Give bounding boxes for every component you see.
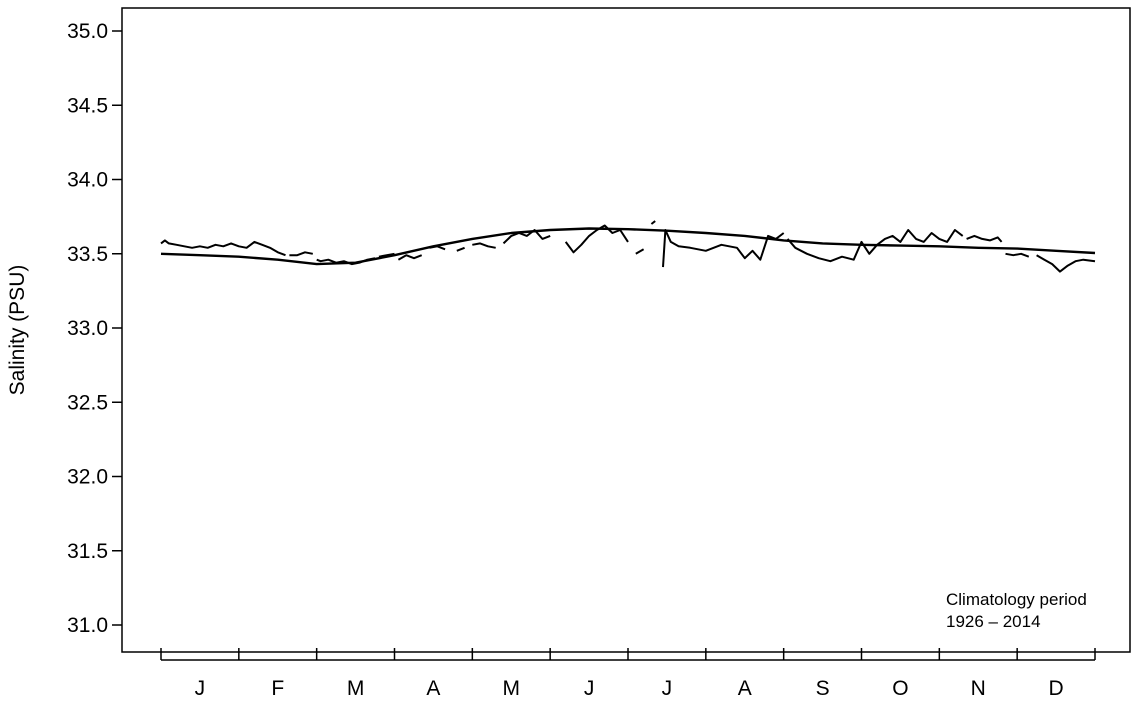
daily-salinity-segment [472, 242, 496, 249]
daily-salinity-segment [1005, 252, 1030, 258]
daily-salinity-segment [662, 229, 785, 268]
month-label: N [971, 677, 986, 700]
y-tick-label: 34.5 [67, 94, 108, 117]
y-tick-label: 35.0 [67, 20, 108, 43]
daily-salinity-segment [378, 252, 395, 258]
y-axis-label: Salinity (PSU) [6, 265, 29, 396]
daily-salinity-segment [966, 234, 1003, 243]
month-label: S [816, 677, 830, 700]
month-label: A [738, 677, 752, 700]
climatology-period-label: Climatology period [946, 590, 1087, 609]
daily-salinity-segment [635, 248, 645, 255]
y-tick-label: 33.5 [67, 243, 108, 266]
climatology-curve [160, 227, 1096, 266]
daily-salinity-segment [429, 245, 446, 251]
month-label: J [195, 677, 206, 700]
y-tick-label: 32.5 [67, 391, 108, 414]
climatology-period-years: 1926 – 2014 [946, 612, 1041, 631]
y-tick-label: 33.0 [67, 317, 108, 340]
daily-salinity-segment [1036, 254, 1096, 273]
month-label: M [347, 677, 365, 700]
daily-salinity-segment [316, 257, 376, 266]
y-tick-label: 31.0 [67, 614, 108, 637]
daily-salinity-segment [786, 229, 964, 263]
y-axis: 31.0 31.5 32.0 32.5 33.0 33.5 34.0 34.5 35.0 [67, 20, 122, 637]
daily-salinity-segment [650, 220, 656, 225]
y-tick-label: 32.0 [67, 466, 108, 489]
month-label: M [503, 677, 521, 700]
daily-salinity-segment [160, 239, 286, 257]
month-label: J [662, 677, 673, 700]
daily-salinity-segment [289, 251, 313, 257]
plot-frame [121, 7, 1131, 653]
y-tick-label: 31.5 [67, 540, 108, 563]
series-layer [160, 220, 1096, 273]
daily-salinity-segment [397, 254, 423, 261]
y-tick-label: 34.0 [67, 169, 108, 192]
month-label: O [892, 677, 908, 700]
daily-salinity-segment [456, 246, 465, 252]
daily-salinity-segment [564, 224, 629, 254]
month-label: F [271, 677, 284, 700]
daily-salinity-segment [502, 229, 551, 245]
month-label: J [584, 677, 595, 700]
month-label: A [426, 677, 440, 700]
month-label: D [1048, 677, 1063, 700]
